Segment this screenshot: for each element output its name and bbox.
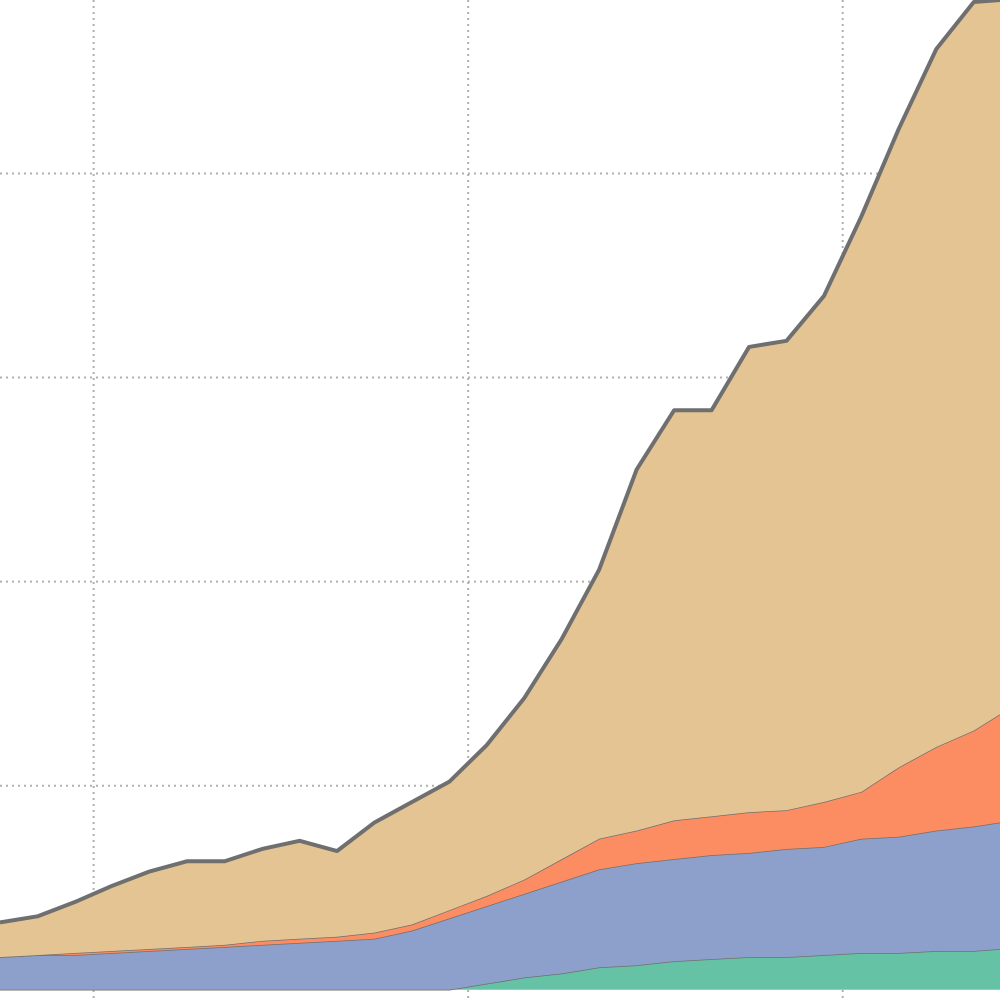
area xyxy=(0,822,1000,990)
area-edge xyxy=(0,0,1000,925)
area xyxy=(0,948,1000,990)
area-edge xyxy=(0,821,1000,958)
area xyxy=(0,0,1000,958)
area xyxy=(0,714,1000,958)
